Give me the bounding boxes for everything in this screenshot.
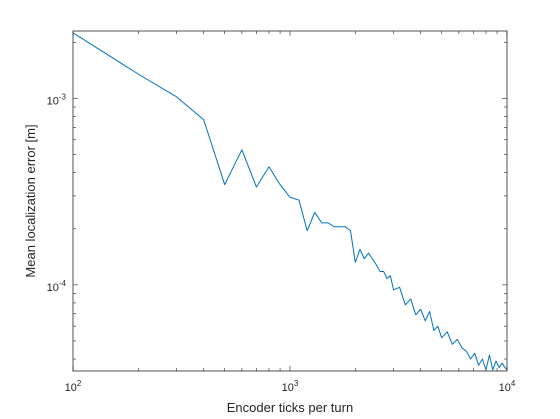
series-layer [73, 32, 507, 371]
tick-labels: 102 103 104 10-4 10-3 [47, 92, 516, 394]
x-axis-label: Encoder ticks per turn [227, 400, 353, 415]
x-tick-label: 103 [282, 379, 299, 394]
y-axis-label: Mean localization error [m] [23, 124, 38, 277]
tick-marks [72, 31, 508, 371]
plot-box [72, 30, 508, 372]
y-tick-label: 10-4 [47, 279, 67, 294]
series-line [73, 32, 507, 371]
x-tick-label: 102 [65, 379, 82, 394]
x-tick-label: 104 [499, 379, 516, 394]
y-tick-label: 10-3 [47, 92, 67, 107]
